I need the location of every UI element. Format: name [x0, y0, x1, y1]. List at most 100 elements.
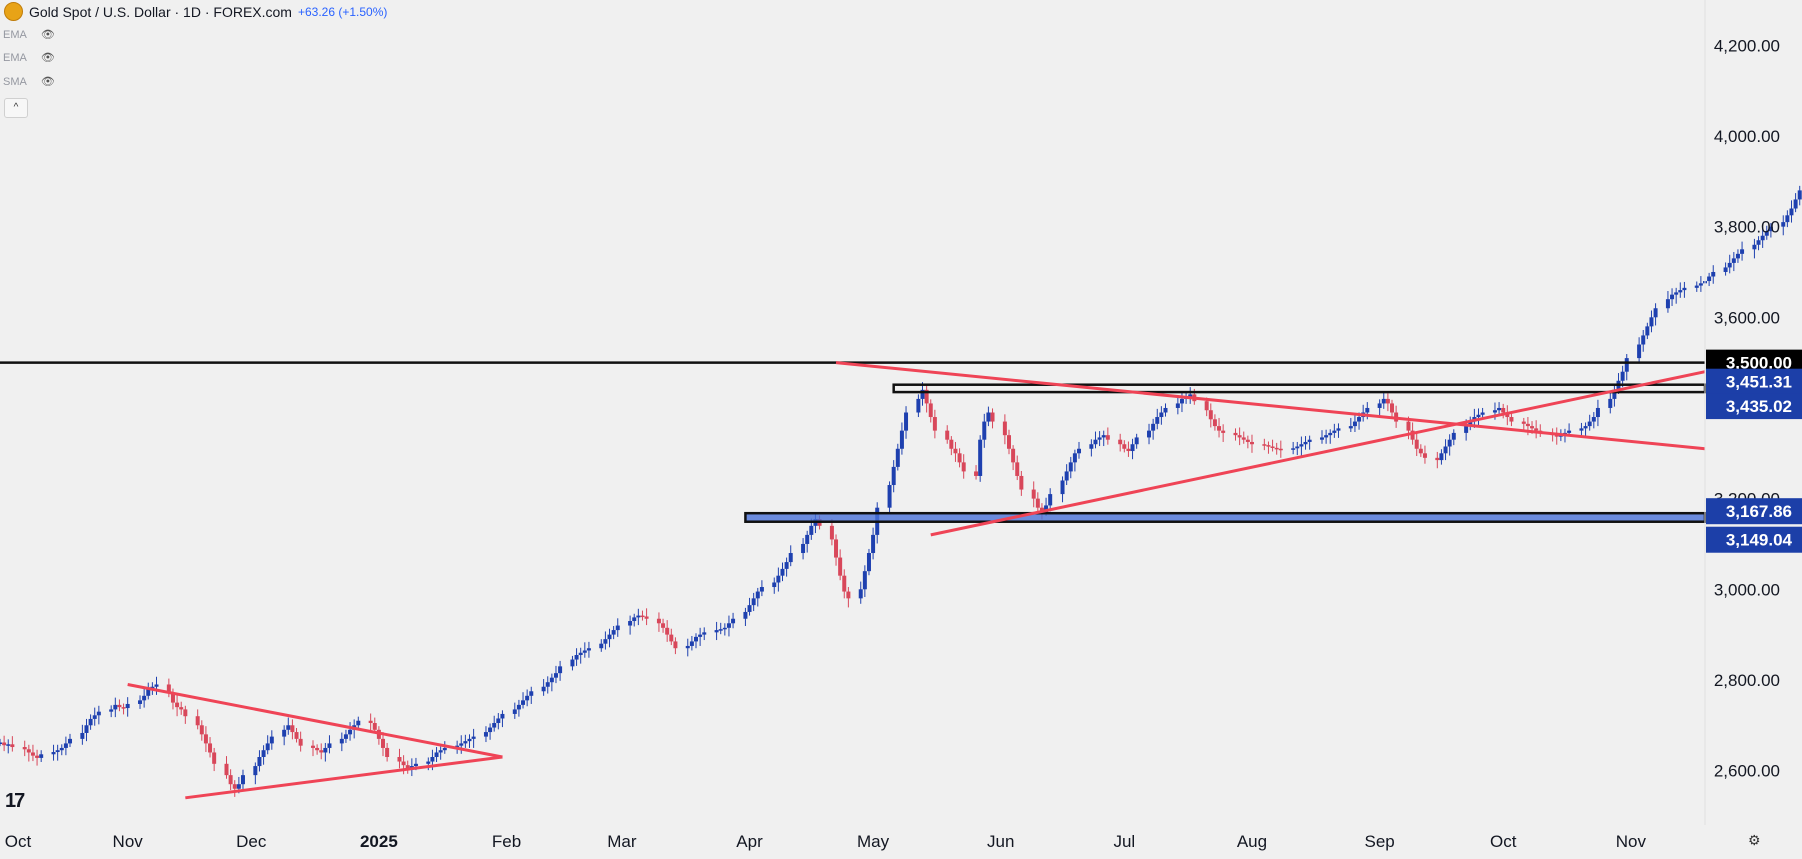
- candle-body: [1591, 417, 1596, 422]
- candle-body: [1653, 308, 1658, 318]
- indicator-row-sma[interactable]: SMA 👁︎: [3, 75, 55, 89]
- candle-body: [1060, 480, 1065, 495]
- candle-body: [294, 732, 299, 739]
- candle-body: [1554, 435, 1559, 437]
- candle-body: [80, 732, 85, 739]
- indicator-row-ema-2[interactable]: EMA 👁︎: [3, 51, 55, 65]
- candle-body: [356, 720, 361, 726]
- candle-body: [467, 738, 472, 742]
- candle-body: [488, 727, 493, 733]
- candle-body: [146, 689, 151, 696]
- candle-body: [1002, 421, 1007, 436]
- candle-body: [1179, 398, 1184, 404]
- price-label-text: 3,435.02: [1726, 397, 1792, 416]
- candle-body: [339, 738, 344, 744]
- candle-body: [553, 673, 558, 678]
- x-tick-label: Aug: [1237, 832, 1267, 851]
- candle-body: [895, 448, 900, 467]
- candle-body: [838, 557, 843, 576]
- collapse-indicators-button[interactable]: ^: [4, 98, 28, 118]
- candle-body: [1274, 447, 1279, 450]
- candle-body: [1414, 439, 1419, 449]
- x-tick-label: Nov: [1616, 832, 1647, 851]
- x-tick-label: Apr: [736, 832, 763, 851]
- symbol-title[interactable]: Gold Spot / U.S. Dollar · 1D · FOREX.com: [29, 3, 292, 20]
- candle-body: [949, 439, 954, 449]
- candle-body: [1390, 403, 1395, 413]
- candle-body: [611, 630, 616, 635]
- indicator-row-ema-1[interactable]: EMA 👁︎: [3, 28, 55, 42]
- candle-body: [525, 695, 530, 701]
- tradingview-logo[interactable]: 17: [5, 790, 25, 812]
- candle-body: [957, 453, 962, 463]
- candle-body: [628, 621, 633, 626]
- candle-body: [1670, 294, 1675, 300]
- candle-body: [1620, 371, 1625, 381]
- candle-body: [1497, 407, 1502, 411]
- candle-body: [368, 720, 373, 724]
- candle-body: [175, 702, 180, 708]
- candle-body: [603, 639, 608, 644]
- gear-icon[interactable]: ⚙: [1748, 832, 1761, 848]
- candle-body: [199, 725, 204, 735]
- candle-body: [714, 630, 719, 633]
- candle-body: [463, 741, 468, 744]
- candle-body: [1422, 453, 1427, 458]
- candle-body: [1262, 444, 1267, 446]
- eye-off-icon[interactable]: 👁︎: [40, 52, 55, 64]
- candle-body: [673, 641, 678, 649]
- candle-body: [990, 412, 995, 422]
- candle-body: [1624, 358, 1629, 372]
- x-tick-label: Mar: [607, 832, 637, 851]
- candle-body: [759, 587, 764, 592]
- support-resistance-zone: [892, 383, 1707, 394]
- candle-body: [483, 732, 488, 737]
- candle-body: [801, 543, 806, 554]
- candle-body: [1727, 262, 1732, 268]
- candle-body: [541, 686, 546, 692]
- candle-body: [1707, 276, 1712, 282]
- candle-body: [656, 618, 661, 624]
- eye-off-icon[interactable]: 👁︎: [40, 29, 55, 41]
- candle-body: [1711, 271, 1716, 277]
- candle-body: [138, 700, 143, 704]
- candle-body: [545, 682, 550, 687]
- candle-body: [372, 723, 377, 730]
- candle-body: [1175, 403, 1180, 408]
- candle-body: [1035, 498, 1040, 508]
- candle-body: [1756, 240, 1761, 245]
- candle-body: [776, 575, 781, 583]
- candle-body: [694, 636, 699, 642]
- candle-body: [1797, 190, 1802, 200]
- candle-body: [578, 652, 583, 656]
- candle-body: [1245, 439, 1250, 442]
- candle-body: [430, 757, 435, 762]
- time-axis[interactable]: Oct Nov Dec 2025 Feb Mar Apr May Jun Jul Aug Sep Oct…: [5, 832, 1647, 851]
- eye-off-icon[interactable]: 👁︎: [40, 76, 55, 88]
- candle-body: [809, 525, 814, 535]
- candle-body: [228, 775, 233, 785]
- candle-body: [932, 417, 937, 431]
- candle-body: [928, 403, 933, 418]
- price-label-text: 3,149.04: [1726, 531, 1793, 550]
- candle-body: [1665, 299, 1670, 309]
- candle-body: [1385, 398, 1390, 404]
- candle-body: [195, 716, 200, 726]
- candle-body: [22, 747, 27, 750]
- candle-body: [1509, 417, 1514, 422]
- candle-body: [35, 755, 40, 758]
- candle-body: [1270, 446, 1275, 448]
- candle-body: [718, 629, 723, 631]
- indicator-label: EMA: [3, 51, 27, 64]
- candle-body: [1015, 462, 1020, 476]
- candle-body: [1612, 389, 1617, 399]
- candle-body: [253, 766, 258, 776]
- candle-body: [1068, 462, 1073, 472]
- candle-body: [846, 591, 851, 599]
- candle-body: [1764, 231, 1769, 236]
- candle-body: [1492, 410, 1497, 413]
- candle-body: [632, 617, 637, 622]
- candle-body: [1464, 426, 1469, 433]
- candle-body: [1126, 448, 1131, 452]
